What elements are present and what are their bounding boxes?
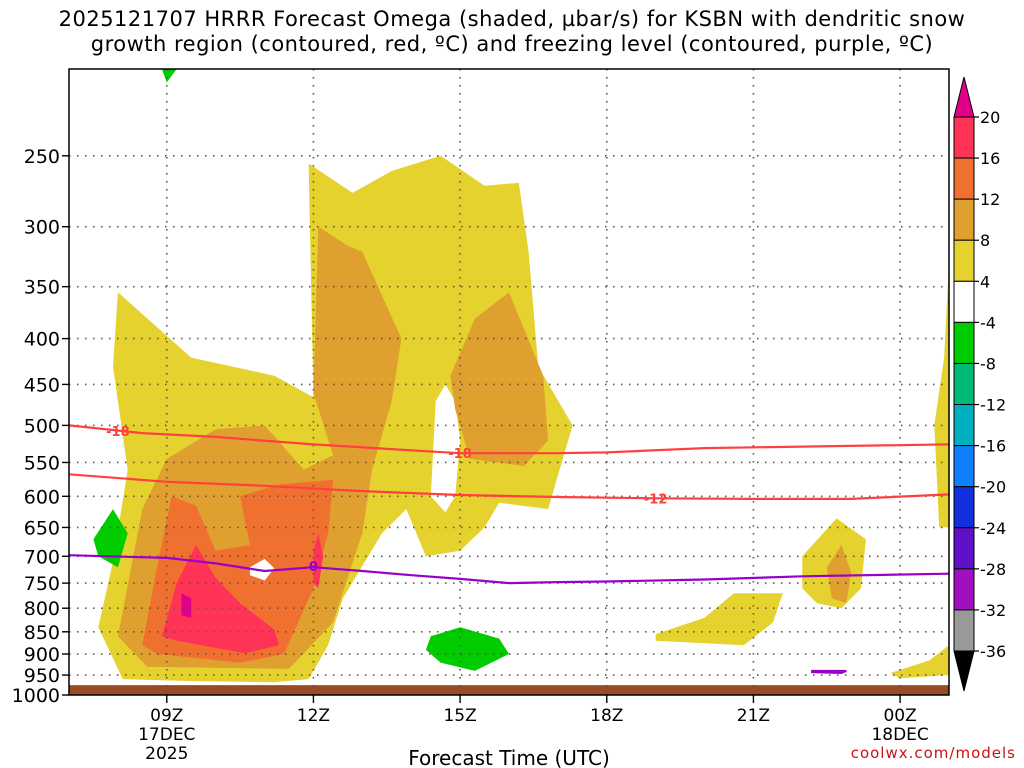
colorbar-top-triangle: [953, 76, 975, 118]
x-year-label-2025: 2025: [145, 744, 188, 764]
y-tick-label-600: 600: [24, 486, 60, 508]
colorbar-box-7: [953, 404, 975, 447]
colorbar-label--32: -32: [980, 601, 1006, 620]
y-tick-label-900: 900: [24, 644, 60, 666]
colorbar-box-3: [953, 239, 975, 282]
colorbar-label-12: 12: [980, 190, 1000, 209]
omega-region-16-10: [161, 545, 280, 654]
y-tick-label-950: 950: [24, 665, 60, 687]
chart-title-line-2: growth region (contoured, red, ºC) and f…: [90, 32, 934, 56]
omega-region--4-15: [425, 627, 509, 671]
contour-label-3: 0: [309, 560, 318, 575]
omega-region-20-12: [181, 593, 192, 618]
x-date-label-17DEC: 17DEC: [138, 725, 195, 745]
plot-frame: [68, 68, 950, 696]
colorbar-label-20: 20: [980, 108, 1000, 127]
omega-region-8-7: [450, 292, 549, 466]
website-credit: coolwx.com/models: [850, 744, 1016, 762]
colorbar-box-6: [953, 362, 975, 406]
colorbar-label--12: -12: [980, 396, 1006, 415]
colorbar-label-16: 16: [980, 149, 1000, 168]
colorbar-label--20: -20: [980, 478, 1006, 497]
colorbar-label--8: -8: [980, 354, 996, 373]
contour-line-1: [69, 473, 949, 500]
y-tick-label-850: 850: [24, 622, 60, 644]
colorbar-label-4: 4: [980, 272, 990, 291]
colorbar-box-2: [953, 198, 975, 241]
y-tick-label-500: 500: [24, 415, 60, 437]
y-tick-label-650: 650: [24, 517, 60, 539]
colorbar-box-8: [953, 445, 975, 488]
omega-region--4-5: [430, 384, 461, 513]
colorbar-box-11: [953, 568, 975, 611]
y-tick-label-800: 800: [24, 598, 60, 620]
colorbar-box-0: [953, 116, 975, 159]
omega-region--4-14: [93, 509, 128, 568]
omega-region--4-16: [161, 69, 177, 83]
x-axis-title: Forecast Time (UTC): [408, 746, 610, 768]
contour-label-0: -18: [106, 425, 130, 440]
contour-line-0: [69, 424, 949, 455]
y-tick-label-1000: 1000: [12, 685, 60, 707]
x-tick-label-12Z: 12Z: [297, 706, 330, 726]
colorbar-label--16: -16: [980, 437, 1006, 456]
omega-region-4-3: [890, 645, 949, 679]
x-tick-label-18Z: 18Z: [590, 706, 623, 726]
x-tick-label-21Z: 21Z: [737, 706, 770, 726]
y-tick-label-400: 400: [24, 329, 60, 351]
x-tick-label-15Z: 15Z: [443, 706, 476, 726]
x-tick-label-09Z: 09Z: [150, 706, 183, 726]
omega-region-16-11: [313, 533, 324, 589]
colorbar-label--36: -36: [980, 642, 1006, 661]
colorbar-label-8: 8: [980, 231, 990, 250]
colorbar-bottom-triangle: [953, 650, 975, 692]
y-tick-label-250: 250: [24, 146, 60, 168]
contour-label-1: -18: [448, 447, 472, 462]
colorbar-box-10: [953, 527, 975, 570]
y-tick-label-550: 550: [24, 452, 60, 474]
ground-surface: [69, 685, 949, 695]
colorbar-label--4: -4: [980, 313, 996, 332]
x-date-label-18DEC: 18DEC: [871, 725, 928, 745]
contour-label-2: -12: [644, 492, 668, 507]
colorbar-box-12: [953, 609, 975, 652]
y-tick-label-750: 750: [24, 573, 60, 595]
omega-region-4-4: [934, 263, 949, 528]
chart-title-line-1: 2025121707 HRRR Forecast Omega (shaded, …: [58, 7, 966, 31]
colorbar-label--28: -28: [980, 560, 1006, 579]
omega-region-8-8: [826, 545, 852, 604]
colorbar-box-4: [953, 280, 975, 323]
colorbar-box-9: [953, 486, 975, 529]
colorbar-box-1: [953, 157, 975, 200]
y-tick-label-450: 450: [24, 374, 60, 396]
colorbar-label--24: -24: [980, 519, 1006, 538]
y-tick-label-350: 350: [24, 277, 60, 299]
minor-contour-0: [811, 669, 847, 675]
y-tick-label-700: 700: [24, 546, 60, 568]
colorbar-box-5: [953, 321, 975, 364]
y-tick-label-300: 300: [24, 217, 60, 239]
contour-line-2: [69, 554, 949, 585]
x-tick-label-00Z: 00Z: [883, 706, 916, 726]
omega-region-4-2: [655, 593, 783, 646]
